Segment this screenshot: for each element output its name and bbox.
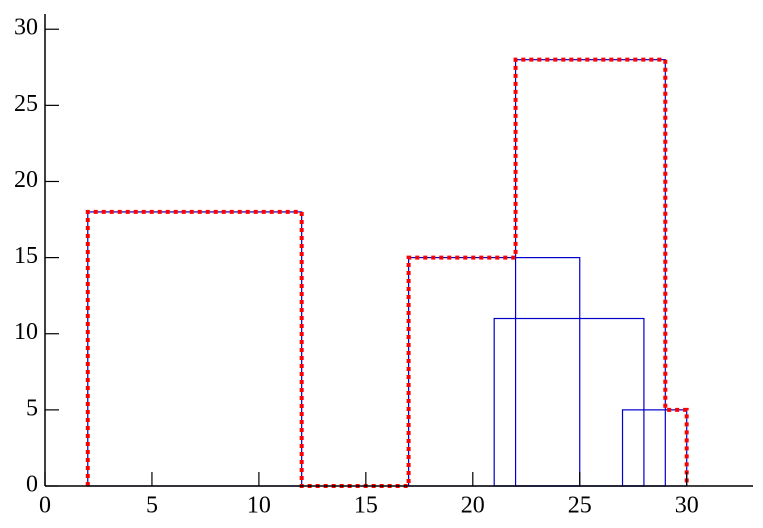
y-tick-label: 25 xyxy=(14,91,38,117)
x-tick-label: 20 xyxy=(461,493,485,519)
y-tick-label: 20 xyxy=(14,167,38,193)
y-tick-label: 5 xyxy=(26,395,38,421)
x-tick-label: 15 xyxy=(354,493,378,519)
box xyxy=(493,317,645,487)
y-tick-label: 10 xyxy=(14,319,38,345)
y-tick-label: 30 xyxy=(14,15,38,41)
box xyxy=(621,409,688,487)
x-tick-label: 0 xyxy=(39,493,51,519)
y-tick-label: 15 xyxy=(14,243,38,269)
x-tick-label: 30 xyxy=(675,493,699,519)
x-tick-label: 25 xyxy=(568,493,592,519)
x-tick-label: 10 xyxy=(247,493,271,519)
box xyxy=(514,59,666,487)
x-tick-label: 5 xyxy=(146,493,158,519)
y-tick-label: 0 xyxy=(26,472,38,498)
box xyxy=(87,211,303,487)
envelope-line xyxy=(85,57,689,488)
